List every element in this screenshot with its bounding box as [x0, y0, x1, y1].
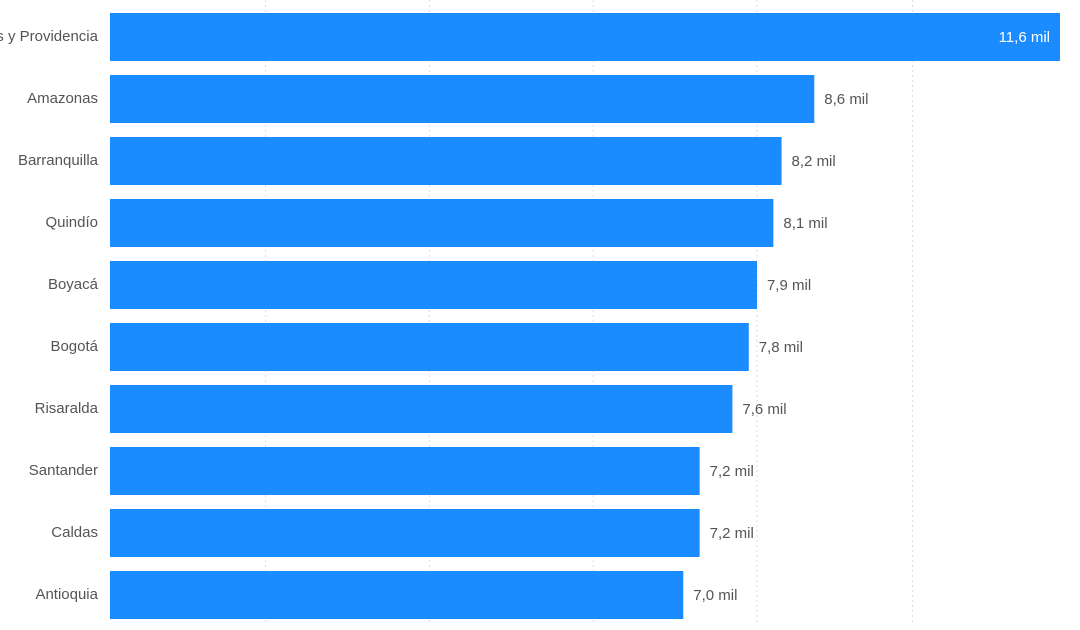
category-label: Risaralda [35, 400, 99, 417]
bar[interactable] [110, 199, 774, 247]
category-label: Barranquilla [18, 152, 99, 169]
data-label: 7,0 mil [693, 587, 737, 604]
category-label: Quindío [45, 214, 98, 231]
category-label: San Andrés y Providencia [0, 28, 99, 45]
data-label: 7,2 mil [710, 463, 754, 480]
data-label: 11,6 mil [999, 29, 1050, 46]
data-label: 7,2 mil [710, 525, 754, 542]
bar[interactable] [110, 75, 815, 123]
data-label: 7,8 mil [759, 339, 803, 356]
data-label: 8,6 mil [824, 91, 868, 108]
data-label: 7,9 mil [767, 277, 811, 294]
category-label: Antioquia [35, 586, 98, 603]
category-label: Amazonas [27, 90, 98, 107]
category-label: Bogotá [50, 338, 98, 355]
bar[interactable] [110, 137, 782, 185]
data-label: 7,6 mil [742, 401, 786, 418]
category-label: Caldas [51, 524, 98, 541]
category-label: Santander [29, 462, 98, 479]
data-label: 8,2 mil [792, 153, 836, 170]
bar[interactable] [110, 323, 749, 371]
bar[interactable] [110, 261, 757, 309]
bar[interactable] [110, 385, 733, 433]
category-label: Boyacá [48, 276, 99, 293]
bar[interactable] [110, 13, 1060, 61]
bar[interactable] [110, 509, 700, 557]
bar[interactable] [110, 571, 684, 619]
bar[interactable] [110, 447, 700, 495]
data-label: 8,1 mil [783, 215, 827, 232]
